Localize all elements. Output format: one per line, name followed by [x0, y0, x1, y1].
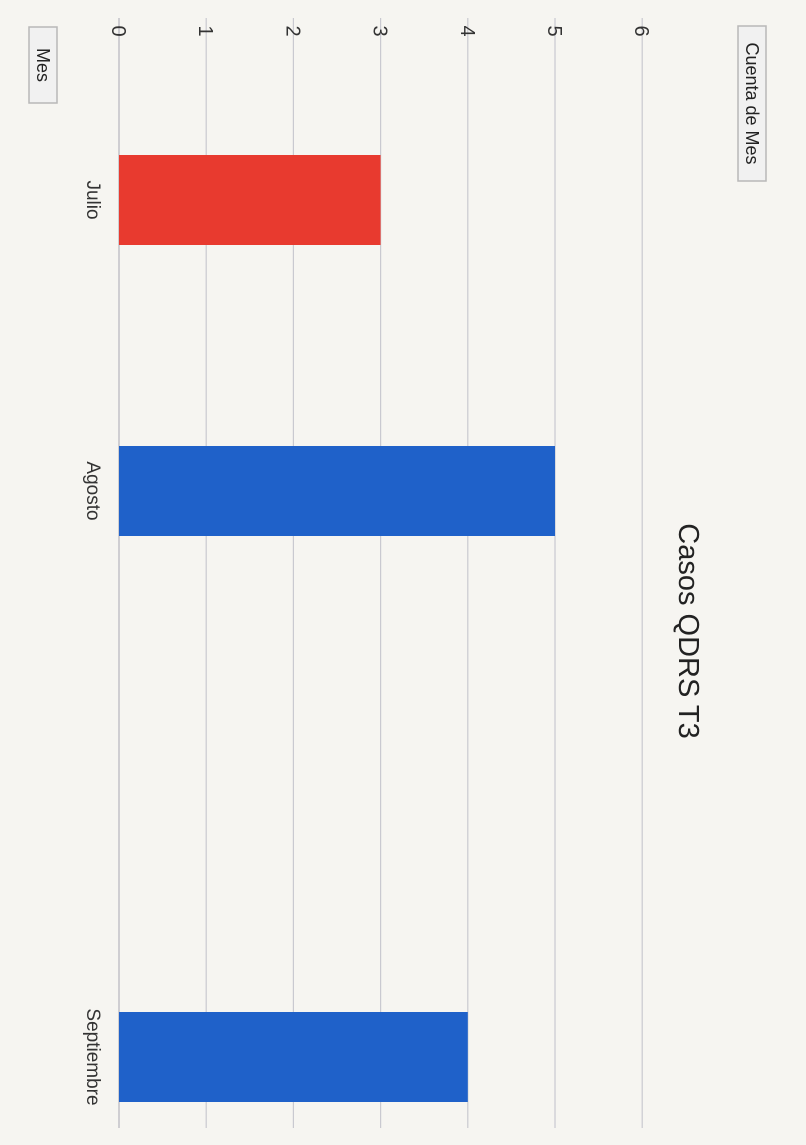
category-label-septiembre: Septiembre [82, 1008, 103, 1105]
category-label-julio: Julio [82, 180, 103, 219]
y-tick-label: 0 [107, 25, 129, 36]
y-tick-label: 1 [194, 25, 216, 36]
y-tick-label: 2 [281, 25, 303, 36]
y-tick-label: 3 [369, 25, 391, 36]
y-tick-label: 6 [630, 25, 652, 36]
value-field-button-label: Cuenta de Mes [742, 42, 762, 164]
value-field-button-box [737, 25, 767, 182]
y-tick-label: 5 [543, 25, 565, 36]
axis-field-button-label: Mes [33, 48, 53, 82]
axis-field-button[interactable]: Mes [28, 26, 58, 104]
axis-field-button-box [28, 26, 58, 104]
bar-agosto[interactable] [119, 446, 555, 536]
category-label-agosto: Agosto [82, 461, 103, 520]
chart-title: Casos QDRS T3 [672, 523, 704, 738]
bar-julio[interactable] [119, 155, 381, 245]
bar-septiembre[interactable] [119, 1012, 468, 1102]
plot-area: 0 1 2 3 4 5 6 Julio Agosto Septiembre [82, 18, 652, 1128]
rotated-chart-content: Cuenta de Mes Mes Casos QDRS T3 0 1 2 3 4 5 6 J… [28, 18, 767, 1128]
value-field-button[interactable]: Cuenta de Mes [737, 25, 767, 182]
y-tick-label: 4 [456, 25, 478, 36]
